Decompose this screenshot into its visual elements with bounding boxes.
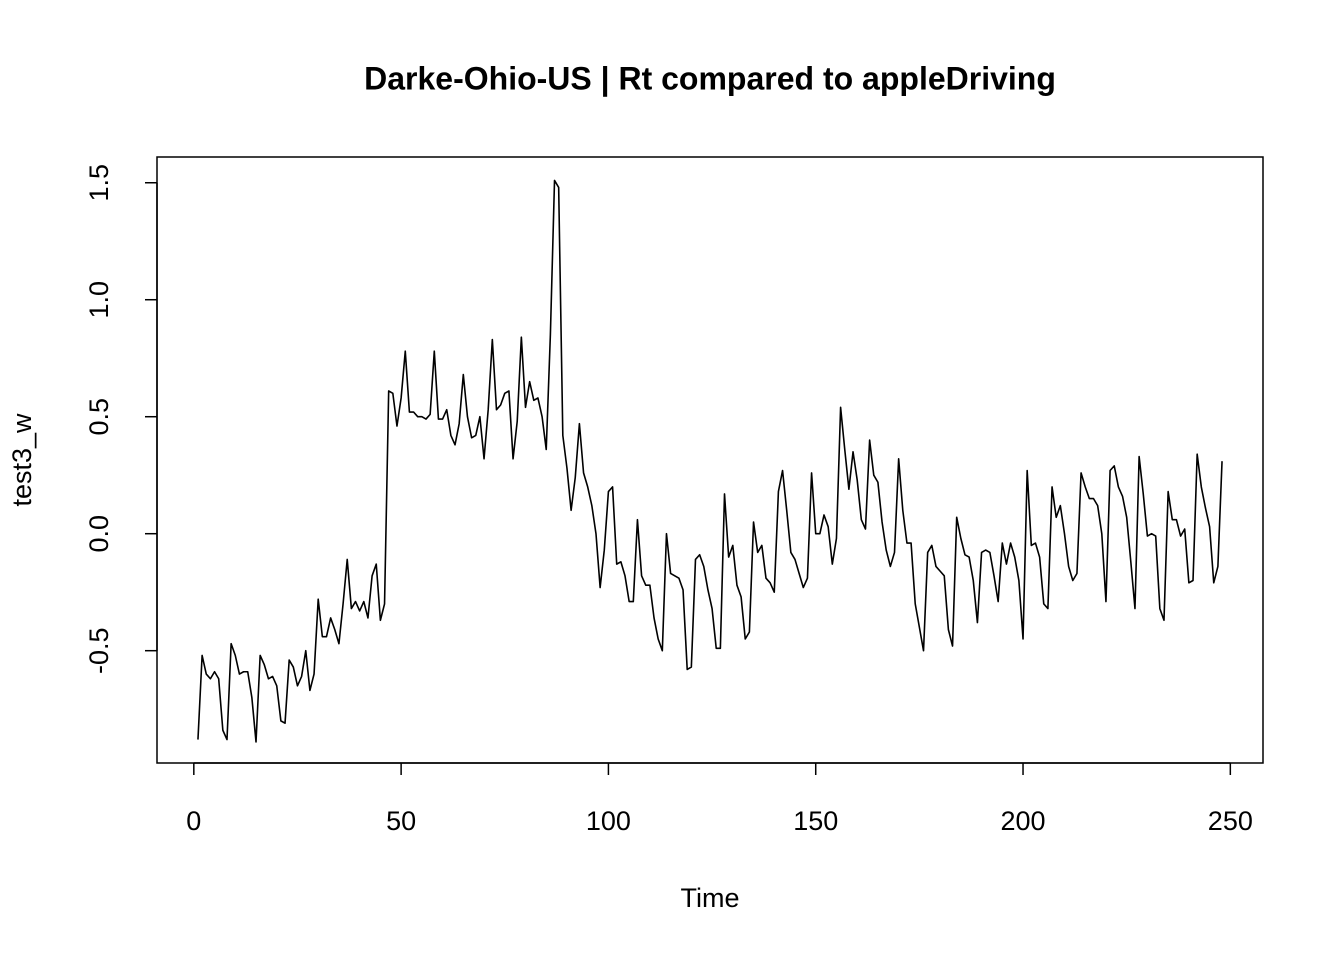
y-tick-label: 1.0	[84, 281, 114, 319]
x-tick-label: 0	[186, 806, 201, 836]
x-axis-label: Time	[681, 883, 740, 913]
x-tick-label: 200	[1000, 806, 1045, 836]
y-tick-label: 1.5	[84, 164, 114, 202]
x-tick-label: 50	[386, 806, 416, 836]
chart-title: Darke-Ohio-US | Rt compared to appleDriv…	[364, 60, 1056, 96]
x-tick-label: 150	[793, 806, 838, 836]
data-line	[197, 179, 1223, 743]
y-tick-label: 0.0	[84, 515, 114, 553]
y-tick-label: -0.5	[84, 627, 114, 674]
plot-frame	[156, 156, 1264, 764]
x-tick-label: 250	[1208, 806, 1253, 836]
y-tick-label: 0.5	[84, 398, 114, 436]
x-tick-label: 100	[586, 806, 631, 836]
y-axis-label: test3_w	[7, 413, 37, 507]
